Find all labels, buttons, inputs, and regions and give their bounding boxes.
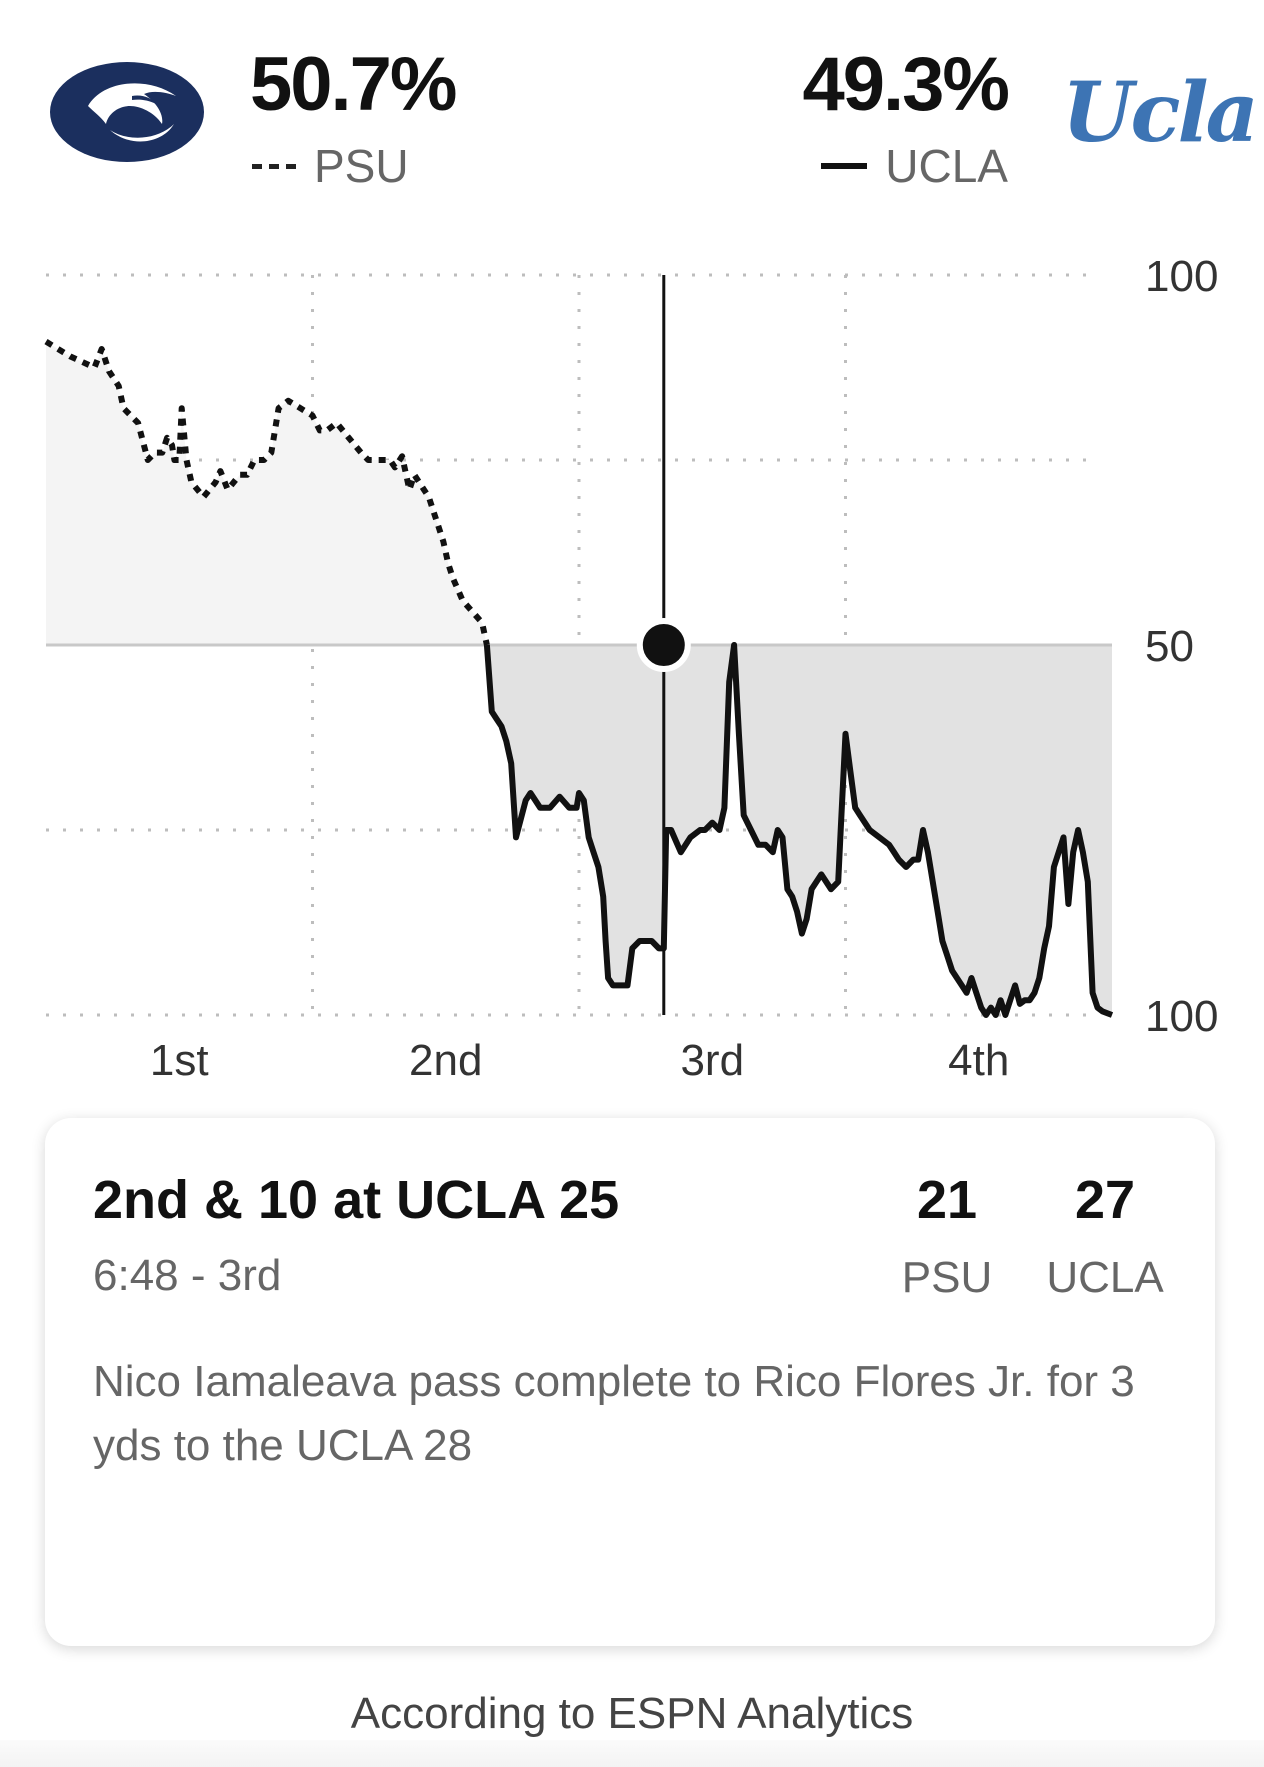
x-axis-labels: 1st 2nd 3rd 4th (150, 1036, 1009, 1080)
ucla-legend: UCLA (821, 136, 1008, 196)
psu-area-fill (46, 341, 487, 645)
source-attribution: According to ESPN Analytics (350, 1689, 914, 1738)
x-tick-label: 2nd (409, 1036, 482, 1080)
nittany-lion-icon (50, 62, 204, 162)
bottom-bar (0, 1740, 1264, 1767)
psu-score-label: PSU (901, 1253, 993, 1302)
psu-series-line (44, 339, 490, 646)
psu-score: 21 (916, 1170, 978, 1230)
play-situation: 2nd & 10 at UCLA 25 (93, 1170, 620, 1230)
y-tick-label: 100 (1145, 992, 1218, 1041)
y-axis-labels: 100 50 100 (1145, 252, 1218, 1041)
play-card[interactable]: 2nd & 10 at UCLA 25 6:48 - 3rd 21 27 PSU… (45, 1118, 1215, 1646)
ucla-win-pct: 49.3% (802, 42, 1010, 127)
dashed-line-legend-icon (252, 163, 296, 169)
y-tick-label: 100 (1145, 252, 1218, 301)
psu-win-pct: 50.7% (250, 42, 457, 127)
chart-grid (46, 273, 1100, 1017)
ucla-score: 27 (1074, 1170, 1136, 1230)
play-description: Nico Iamaleava pass complete to Rico Flo… (93, 1357, 1135, 1470)
y-tick-label: 50 (1145, 622, 1194, 671)
ucla-label: UCLA (885, 140, 1008, 192)
win-probability-chart[interactable]: 100 50 100 1st 2nd 3rd 4th (0, 240, 1264, 1080)
ucla-series-line (483, 642, 1114, 1018)
scrubber-handle[interactable] (636, 618, 691, 672)
ucla-logo: Ucla (1062, 65, 1259, 161)
x-tick-label: 1st (150, 1036, 209, 1080)
x-tick-label: 3rd (680, 1036, 744, 1080)
win-probability-header: 50.7% PSU 49.3% UCLA Ucla (0, 0, 1264, 230)
psu-logo (48, 58, 206, 166)
x-tick-label: 4th (948, 1036, 1009, 1080)
psu-legend: PSU (252, 136, 409, 196)
solid-line-legend-icon (821, 163, 868, 169)
ucla-score-label: UCLA (1046, 1253, 1164, 1302)
play-clock: 6:48 - 3rd (93, 1251, 282, 1300)
ucla-area-fill (486, 645, 1112, 1015)
psu-label: PSU (314, 140, 409, 192)
